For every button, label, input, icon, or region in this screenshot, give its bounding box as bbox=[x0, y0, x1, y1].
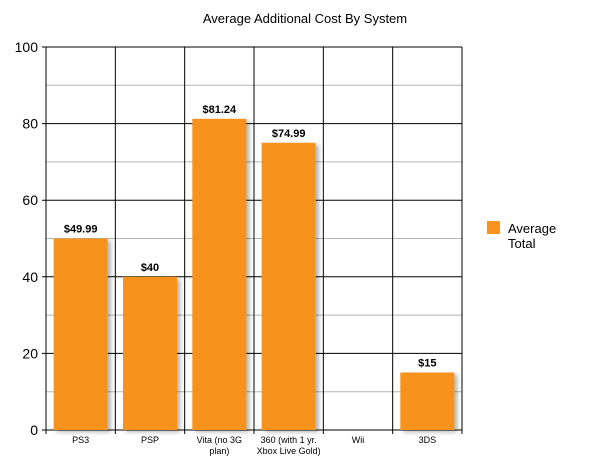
chart-title: Average Additional Cost By System bbox=[203, 11, 407, 26]
bar bbox=[261, 142, 316, 430]
x-tick-label: 3DS bbox=[419, 435, 437, 445]
legend-label: Total bbox=[508, 236, 536, 251]
y-tick-label: 60 bbox=[22, 192, 38, 208]
x-tick-label: PSP bbox=[141, 435, 159, 445]
data-label: $81.24 bbox=[203, 104, 238, 116]
legend-label: Average bbox=[508, 221, 556, 236]
bars: $49.99 $40 $81.24 $74.99 $15 bbox=[53, 104, 455, 430]
data-label: $40 bbox=[141, 262, 159, 274]
x-tick-label: Wii bbox=[352, 435, 365, 445]
data-label: $49.99 bbox=[64, 224, 98, 236]
y-tick-label: 0 bbox=[30, 422, 38, 438]
x-tick-label: 360 (with 1 yr. bbox=[261, 435, 317, 445]
y-tick-label: 100 bbox=[15, 39, 39, 55]
x-tick-label: Vita (no 3G bbox=[197, 435, 242, 445]
y-tick-label: 20 bbox=[22, 345, 38, 361]
bar bbox=[400, 372, 455, 430]
bar bbox=[123, 276, 177, 430]
data-label: $74.99 bbox=[272, 128, 306, 140]
bar bbox=[53, 238, 108, 430]
x-tick-label: PS3 bbox=[72, 435, 89, 445]
legend-swatch bbox=[487, 221, 500, 234]
y-tick-label: 40 bbox=[22, 269, 38, 285]
data-label: $15 bbox=[418, 358, 436, 370]
bar bbox=[192, 118, 247, 430]
x-tick-label: plan) bbox=[209, 446, 229, 456]
grid bbox=[42, 46, 463, 434]
y-tick-label: 80 bbox=[22, 116, 38, 132]
x-tick-label: Xbox Live Gold) bbox=[257, 446, 321, 456]
